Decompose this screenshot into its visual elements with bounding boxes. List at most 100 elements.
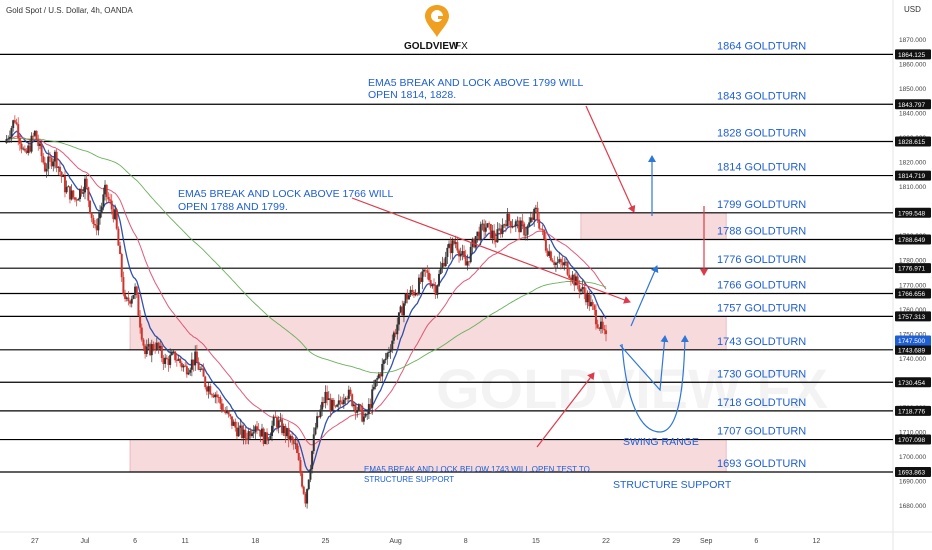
- level-tag-10-bg: [895, 377, 931, 388]
- candle-body: [589, 302, 592, 307]
- candle-body: [58, 166, 61, 172]
- candle-body: [30, 135, 33, 152]
- y-tick-label: 1690.000: [899, 478, 926, 485]
- candle-body: [503, 224, 506, 226]
- candle-body: [245, 438, 248, 440]
- level-tag-13: 1693.863: [898, 469, 925, 476]
- candle-body: [18, 138, 21, 144]
- candle-body: [304, 493, 307, 504]
- candle-body: [539, 228, 542, 230]
- candle-body: [454, 242, 457, 244]
- candle-body: [531, 217, 534, 220]
- candle-body: [391, 340, 394, 351]
- level-tag-12-bg: [895, 434, 931, 445]
- candle-body: [448, 243, 451, 248]
- candle-body: [164, 357, 167, 364]
- candle-body: [43, 162, 46, 172]
- y-tick-label: 1810.000: [899, 184, 926, 191]
- candle-body: [341, 402, 344, 405]
- level-label-6: 1776 GOLDTURN: [717, 254, 806, 266]
- red-arrow-upper: [585, 105, 636, 213]
- candle-body: [65, 186, 68, 193]
- candle-body: [261, 428, 264, 437]
- candle-body: [235, 427, 238, 437]
- candle-body: [568, 274, 571, 278]
- level-tag-7: 1766.656: [898, 291, 925, 298]
- candle-body: [329, 398, 332, 411]
- level-tag-2: 1828.615: [898, 139, 925, 146]
- candle-body: [422, 269, 425, 272]
- candle-body: [519, 220, 522, 233]
- candle-body: [197, 361, 200, 370]
- candle-body: [493, 230, 496, 239]
- candle-body: [319, 409, 322, 418]
- candle-body: [603, 329, 606, 331]
- candle-body: [127, 297, 130, 302]
- level-label-5: 1788 GOLDTURN: [717, 226, 806, 238]
- level-tag-9: 1743.689: [898, 347, 925, 354]
- candle-body: [306, 489, 309, 504]
- level-tag-4: 1799.548: [898, 210, 925, 217]
- level-tag-5-bg: [895, 234, 931, 245]
- candle-body: [87, 187, 90, 201]
- candle-body: [105, 184, 108, 198]
- candle-body: [339, 400, 342, 403]
- candle-body: [68, 186, 71, 200]
- candle-body: [140, 327, 143, 340]
- candle-body: [381, 363, 384, 377]
- candle-body: [342, 399, 345, 405]
- candle-body: [352, 404, 355, 407]
- candle-body: [443, 262, 446, 267]
- candle-body: [8, 136, 11, 139]
- candle-body: [392, 332, 395, 341]
- candle-body: [90, 212, 93, 218]
- candle-body: [444, 256, 447, 267]
- candle-body: [102, 194, 105, 207]
- candle-body: [429, 280, 432, 287]
- blue-swing-path-a: [619, 335, 669, 392]
- annotation-lower-line2: STRUCTURE SUPPORT: [364, 475, 454, 484]
- candle-body: [498, 228, 501, 230]
- candle-body: [199, 369, 202, 370]
- candle-body: [397, 312, 400, 325]
- candle-body: [301, 473, 304, 487]
- x-tick-label: 15: [532, 538, 540, 545]
- candle-body: [334, 405, 337, 407]
- level-tag-0: 1864.125: [898, 52, 925, 59]
- level-label-13: 1693 GOLDTURN: [717, 458, 806, 470]
- candle-body: [130, 298, 133, 304]
- candle-body: [94, 224, 97, 226]
- candle-body: [501, 224, 504, 235]
- candle-body: [97, 218, 100, 231]
- candle-body: [529, 217, 532, 223]
- candle-body: [5, 139, 8, 144]
- candle-body: [396, 324, 399, 335]
- candle-body: [152, 344, 155, 350]
- candle-body: [184, 365, 187, 367]
- candle-body: [119, 245, 122, 254]
- level-tag-13-bg: [895, 466, 931, 477]
- level-tag-10: 1730.454: [898, 380, 925, 387]
- candle-body: [386, 352, 389, 359]
- x-tick-label: 6: [754, 538, 758, 545]
- candle-body: [367, 404, 370, 414]
- blue-swing-path-b: [621, 335, 689, 433]
- currency-label: USD: [904, 5, 921, 14]
- candle-body: [599, 321, 602, 330]
- candle-body: [112, 209, 115, 220]
- candle-body: [496, 229, 499, 243]
- candle-body: [104, 184, 107, 195]
- candle-body: [155, 342, 158, 350]
- candle-body: [100, 206, 103, 213]
- candle-body: [210, 394, 213, 396]
- candle-body: [311, 451, 314, 470]
- candle-body: [179, 358, 182, 364]
- candle-body: [377, 374, 380, 379]
- watermark: GOLDVIEW FX: [436, 357, 828, 420]
- candle-body: [89, 200, 92, 213]
- candle-body: [137, 294, 140, 316]
- candle-body: [544, 238, 547, 251]
- candle-body: [409, 289, 412, 296]
- y-tick-label: 1710.000: [899, 429, 926, 436]
- candle-body: [194, 351, 197, 366]
